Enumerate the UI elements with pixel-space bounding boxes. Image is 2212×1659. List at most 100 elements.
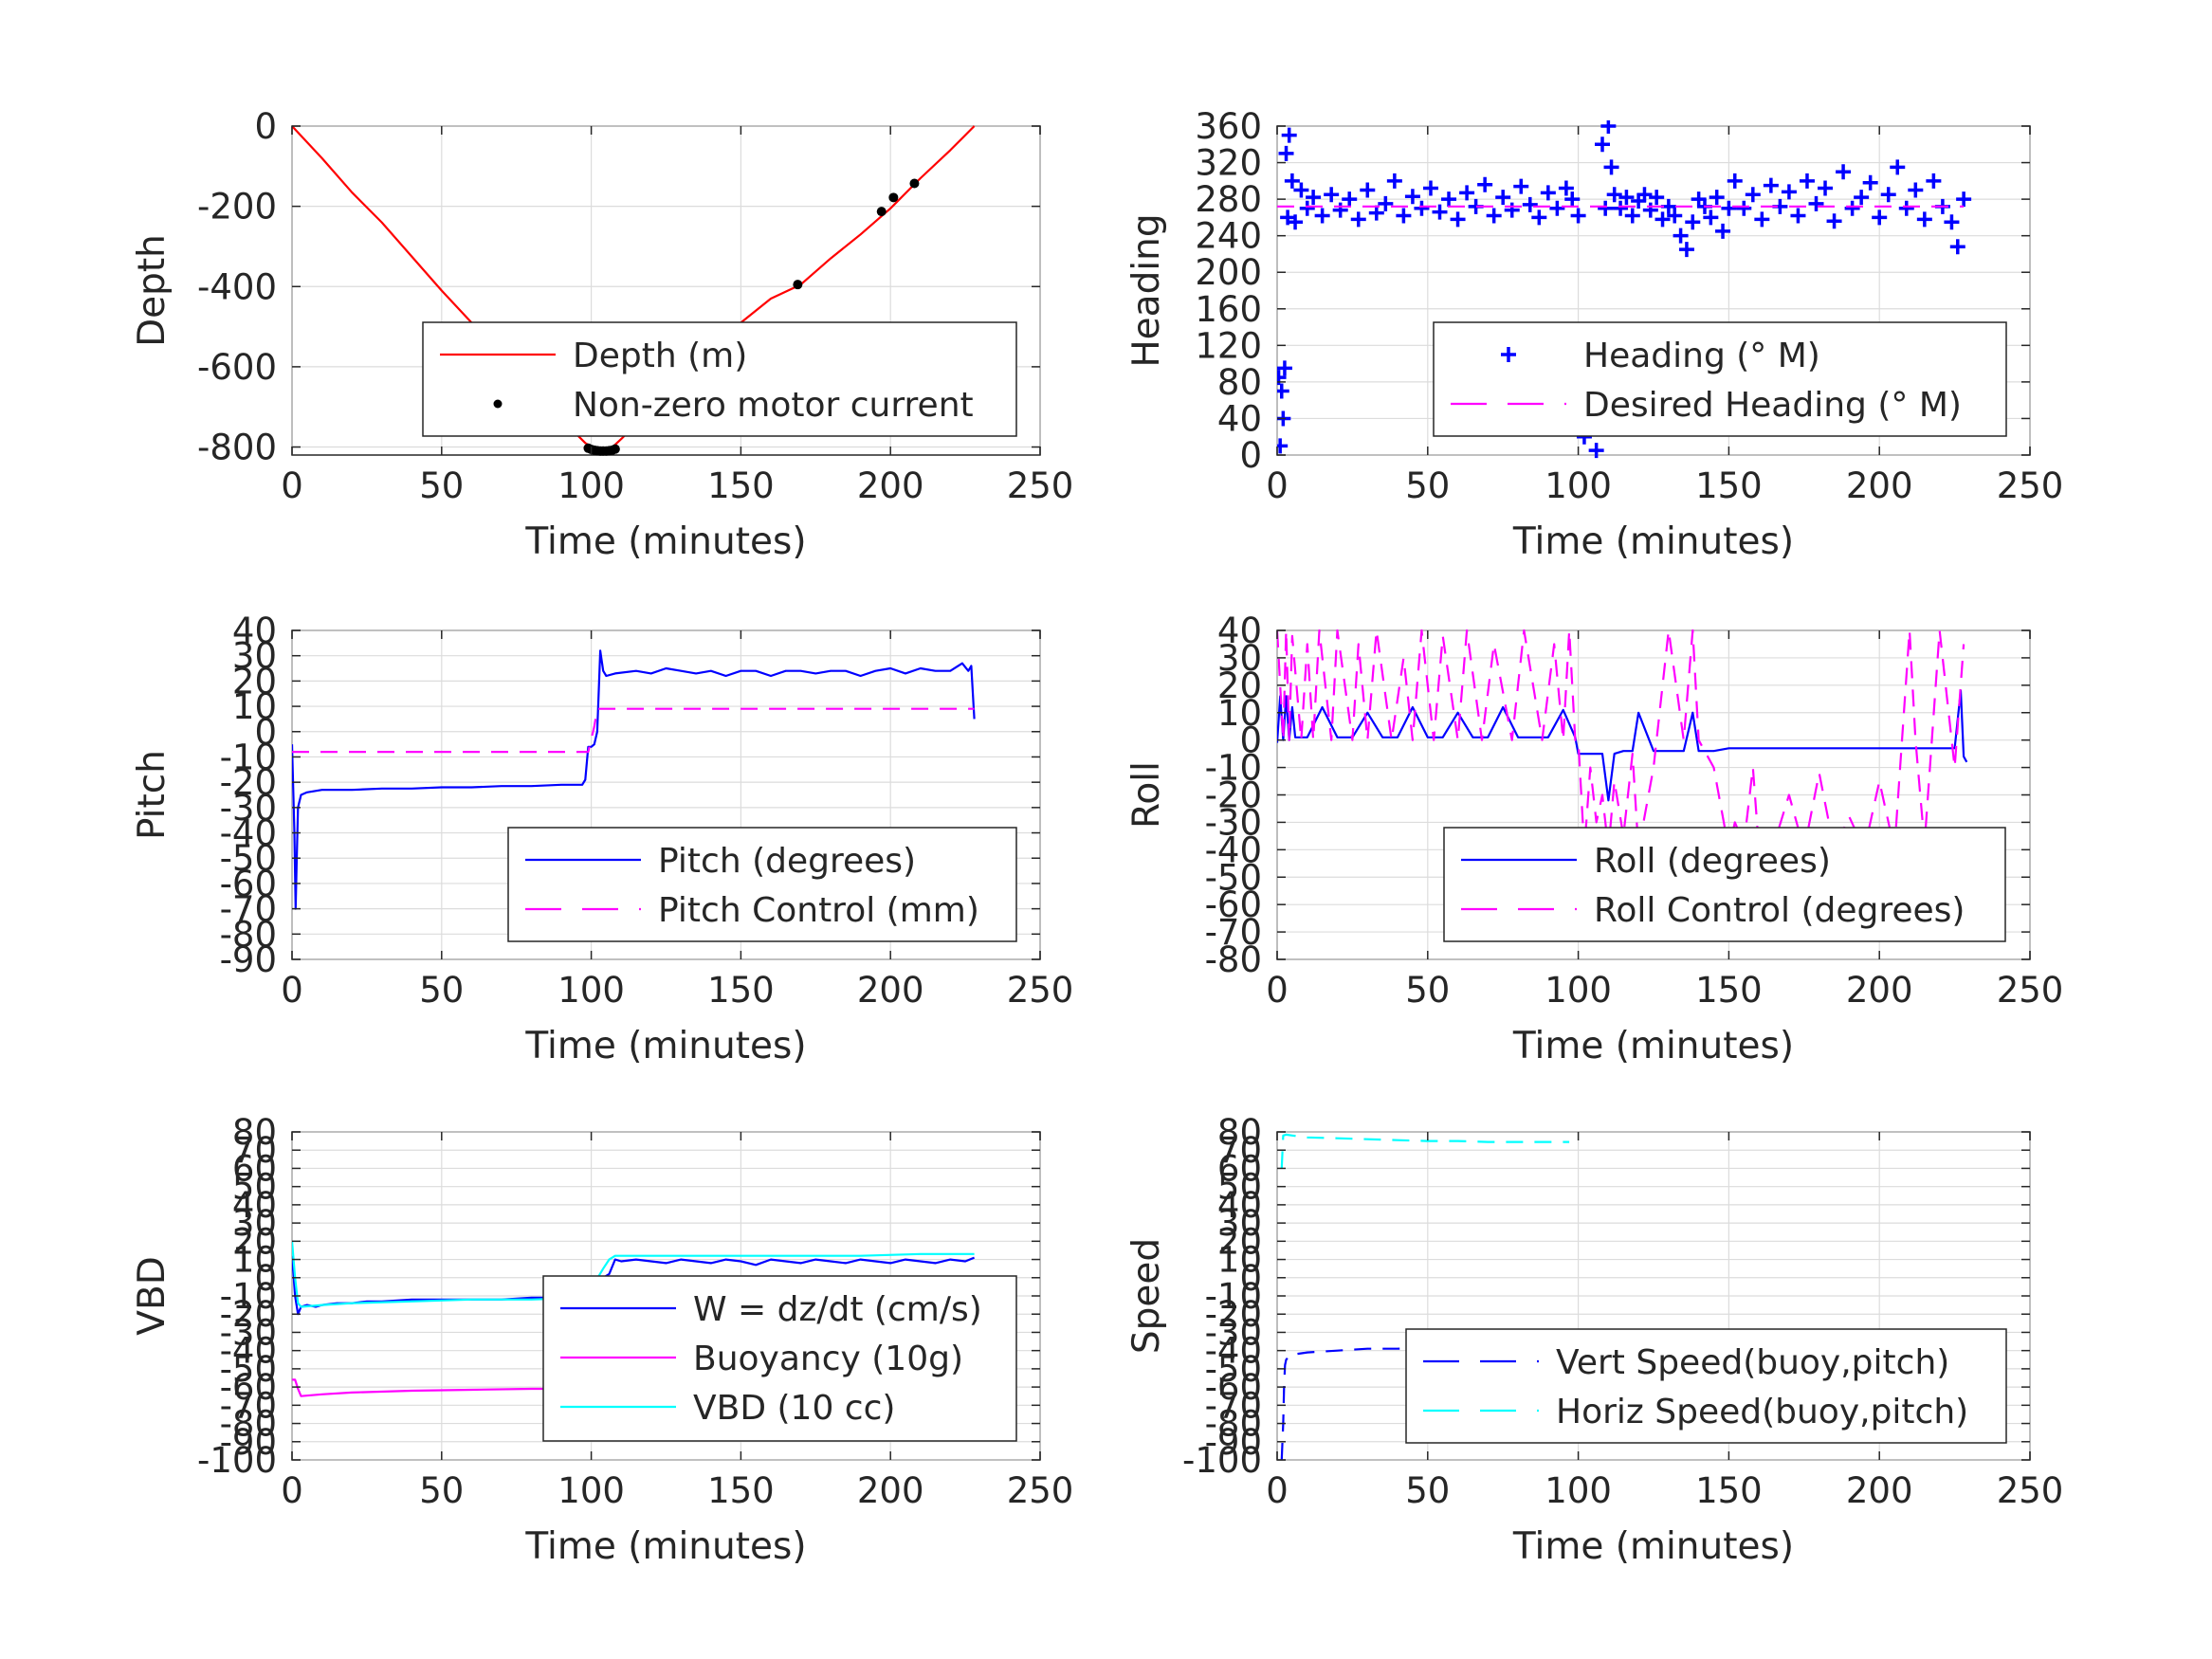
y-tick-label: 40: [1217, 1185, 1262, 1226]
heading-legend: Heading (° M) Desired Heading (° M): [1433, 321, 2007, 437]
y-tick-label: 70: [1217, 1130, 1262, 1171]
y-tick-label: -30: [1205, 802, 1262, 843]
legend-label: Pitch (degrees): [658, 842, 916, 881]
y-tick-label: -30: [220, 1312, 277, 1353]
legend-label: Horiz Speed(buoy,pitch): [1556, 1393, 1968, 1431]
heading-series-heading-m-point: [1949, 239, 1965, 255]
speed-x-axis-label: Time (minutes): [1512, 1525, 1794, 1568]
heading-series-heading-m-point: [1378, 195, 1394, 211]
y-tick-label: -80: [220, 914, 277, 955]
heading-series-heading-m-point: [1926, 173, 1942, 189]
heading-series-heading-m-point: [1441, 191, 1457, 208]
legend-frame: [1405, 1328, 2007, 1444]
y-tick-label: 20: [232, 1221, 277, 1262]
y-tick-label: -80: [1205, 1404, 1262, 1445]
heading-series-heading-m-point: [1673, 228, 1689, 244]
legend-marker: [1501, 347, 1516, 362]
heading-series-heading-m-point: [1636, 187, 1653, 203]
pitch-y-axis-label: Pitch: [131, 750, 174, 840]
heading-series-heading-m-point: [1450, 211, 1466, 228]
roll-x-axis-label: Time (minutes): [1512, 1025, 1794, 1067]
y-tick-label: -50: [220, 838, 277, 879]
y-tick-label: 40: [1217, 611, 1262, 651]
heading-series-heading-m-point: [1531, 210, 1547, 226]
x-tick-label: 0: [1266, 970, 1289, 1011]
x-tick-label: 150: [1695, 465, 1763, 506]
legend-frame: [1443, 827, 2006, 942]
x-tick-label: 100: [1545, 1470, 1612, 1511]
y-tick-label: -10: [1205, 748, 1262, 789]
heading-series-heading-m-point: [1854, 190, 1870, 206]
x-tick-label: 200: [1846, 970, 1913, 1011]
heading-series-heading-m-point: [1618, 190, 1635, 206]
speed-legend: Vert Speed(buoy,pitch) Horiz Speed(buoy,p…: [1405, 1328, 2007, 1444]
y-tick-label: 360: [1195, 106, 1262, 147]
heading-series-heading-m-point: [1404, 189, 1420, 205]
x-tick-label: 150: [707, 970, 775, 1011]
heading-series-heading-m-point: [1342, 191, 1358, 208]
heading-series-heading-m-point: [1504, 202, 1520, 218]
pitch-x-axis-label: Time (minutes): [524, 1025, 806, 1067]
y-tick-label: 10: [1217, 1240, 1262, 1281]
speed-panel: 0 50 100 150 200 250-100-90-80-70-60-50-40-30…: [1125, 1112, 2063, 1568]
heading-series-heading-m-point: [1603, 159, 1619, 175]
y-tick-label: -70: [1205, 1385, 1262, 1426]
heading-series-heading-m-point: [1459, 185, 1475, 201]
legend-label: Buoyancy (10g): [693, 1340, 963, 1378]
y-tick-label: -50: [220, 1349, 277, 1390]
heading-series-heading-m-point: [1916, 211, 1932, 228]
heading-series-heading-m-point: [1486, 208, 1502, 224]
x-tick-label: 50: [419, 970, 464, 1011]
heading-series-heading-m-point: [1808, 195, 1824, 211]
heading-series-heading-m-point: [1703, 210, 1719, 226]
y-tick-label: 20: [1217, 1221, 1262, 1262]
y-tick-label: -20: [220, 762, 277, 803]
vbd-panel: 0 50 100 150 200 250-100-90-80-70-60-50-40-30…: [131, 1112, 1073, 1568]
y-tick-label: -100: [1182, 1440, 1262, 1481]
x-tick-label: 0: [1266, 1470, 1289, 1511]
roll-y-axis-label: Roll: [1125, 761, 1168, 829]
x-tick-label: 50: [1405, 465, 1450, 506]
y-tick-label: -70: [220, 1385, 277, 1426]
heading-series-heading-m-point: [1278, 145, 1294, 161]
y-tick-label: 40: [232, 611, 277, 651]
x-tick-label: 200: [857, 970, 924, 1011]
legend-marker: [493, 399, 503, 409]
heading-series-heading-m-point: [1598, 200, 1614, 216]
x-tick-label: 200: [857, 465, 924, 506]
heading-series-heading-m-point: [1818, 180, 1834, 196]
heading-series-heading-m-point: [1324, 187, 1340, 203]
y-tick-label: 320: [1195, 143, 1262, 184]
y-tick-label: -10: [1205, 1276, 1262, 1317]
y-tick-label: 160: [1195, 289, 1262, 330]
y-tick-label: -70: [220, 889, 277, 930]
heading-series-heading-m-point: [1588, 443, 1604, 459]
depth-series-non-zero-motor-current-point: [909, 178, 920, 189]
heading-series-heading-m-point: [1642, 202, 1658, 218]
y-tick-label: -50: [1205, 1349, 1262, 1390]
heading-series-heading-m-point: [1432, 204, 1448, 220]
x-tick-label: 0: [1266, 465, 1289, 506]
depth-data: [292, 125, 976, 456]
y-tick-label: 10: [232, 1240, 277, 1281]
pitch-series-pitch-degrees-line: [292, 649, 976, 910]
y-tick-label: 80: [1217, 362, 1262, 403]
x-tick-label: 250: [1997, 1470, 2064, 1511]
x-tick-label: 250: [1007, 465, 1074, 506]
heading-series-heading-m-point: [1314, 208, 1330, 224]
legend-frame: [507, 827, 1017, 942]
depth-y-axis-label: Depth: [131, 234, 174, 347]
legend-label: Pitch Control (mm): [658, 891, 979, 930]
y-tick-label: 20: [1217, 665, 1262, 706]
heading-series-heading-m-point: [1613, 200, 1629, 216]
y-tick-label: 30: [1217, 638, 1262, 679]
y-tick-label: -40: [220, 813, 277, 854]
y-tick-label: 60: [1217, 1148, 1262, 1189]
heading-series-heading-m-point: [1745, 187, 1761, 203]
heading-series-heading-m-point: [1908, 182, 1924, 198]
heading-series-heading-m-point: [1654, 211, 1671, 228]
vbd-legend: W = dz/dt (cm/s) Buoyancy (10g) VBD (10 cc…: [542, 1275, 1017, 1442]
heading-series-heading-m-point: [1277, 383, 1289, 399]
y-tick-label: 0: [254, 1258, 277, 1299]
heading-series-heading-m-point: [1281, 127, 1297, 143]
